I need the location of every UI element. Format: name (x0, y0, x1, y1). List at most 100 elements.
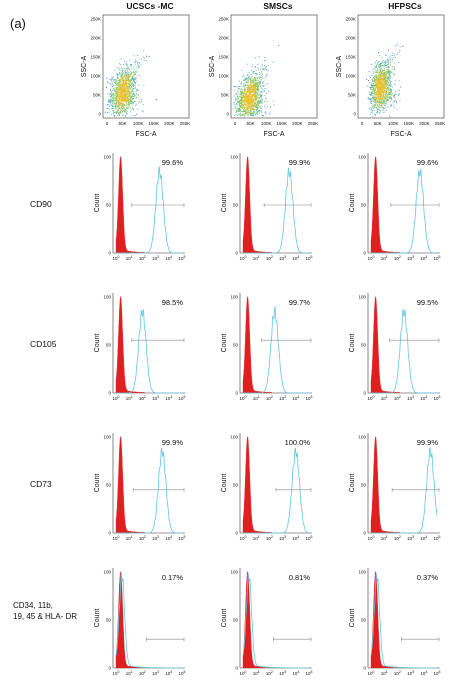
tick-base: 10 (434, 396, 440, 401)
y-tick-label: 100 (358, 155, 366, 160)
y-tick-label: 50 (361, 343, 367, 348)
tick-exponent: 5 (311, 255, 313, 259)
tick-exponent: 2 (271, 255, 273, 259)
x-tick-label: 102 (139, 670, 146, 676)
tick-base: 10 (306, 536, 312, 541)
scatter-density (236, 64, 266, 117)
isotype-histogram (370, 156, 400, 254)
y-axis-label: SSC-A (336, 55, 343, 77)
x-tick-label: 103 (279, 255, 286, 261)
tick-base: 10 (420, 671, 426, 676)
tick-exponent: 4 (170, 670, 172, 674)
tick-base: 10 (292, 256, 298, 261)
x-tick-label: 105 (306, 535, 313, 541)
tick-base: 10 (407, 671, 413, 676)
y-tick-label: 250K (218, 17, 229, 22)
tick-exponent: 2 (144, 395, 146, 399)
x-tick-label: 104 (292, 395, 299, 401)
y-tick-label: 0 (108, 391, 111, 396)
y-tick-label: 100 (230, 570, 238, 575)
y-axis-label: Count (221, 609, 228, 628)
percentage: 99.5% (417, 298, 439, 307)
tick-exponent: 5 (439, 255, 441, 259)
percentage: 98.5% (162, 298, 184, 307)
tick-base: 10 (368, 536, 374, 541)
x-tick-label: 104 (165, 395, 172, 401)
percentage: 99.9% (289, 158, 311, 167)
y-tick-label: 100K (345, 74, 356, 79)
tick-base: 10 (368, 256, 374, 261)
tick-base: 10 (394, 396, 400, 401)
tick-exponent: 0 (373, 255, 375, 259)
percentage: 0.17% (162, 573, 184, 582)
tick-base: 10 (126, 536, 132, 541)
tick-exponent: 2 (271, 395, 273, 399)
y-tick-label: 50 (361, 203, 367, 208)
y-tick-label: 50K (93, 93, 101, 98)
row-label: CD34, 11b, 19, 45 & HLA- DR (13, 601, 77, 621)
tick-base: 10 (240, 536, 246, 541)
y-tick-label: 150K (218, 55, 229, 60)
x-tick-label: 101 (381, 395, 388, 401)
tick-exponent: 1 (131, 395, 133, 399)
tick-base: 10 (152, 396, 158, 401)
tick-base: 10 (139, 396, 145, 401)
sample-histogram (243, 447, 309, 534)
sample-histogram (242, 573, 309, 669)
x-tick-label: 101 (253, 535, 260, 541)
x-tick-label: 50K (119, 121, 127, 126)
x-tick-label: 102 (266, 535, 273, 541)
isotype-histogram (242, 436, 272, 534)
tick-base: 10 (253, 396, 259, 401)
y-tick-label: 200K (345, 36, 356, 41)
x-tick-label: 100 (240, 670, 247, 676)
tick-base: 10 (179, 396, 185, 401)
tick-exponent: 2 (271, 535, 273, 539)
tick-base: 10 (253, 536, 259, 541)
percentage: 100.0% (285, 438, 311, 447)
tick-exponent: 0 (245, 255, 247, 259)
x-tick-label: 150K (277, 121, 288, 126)
tick-base: 10 (394, 671, 400, 676)
tick-exponent: 4 (170, 395, 172, 399)
x-tick-label: 150K (404, 121, 415, 126)
row-label: CD73 (30, 479, 52, 489)
tick-base: 10 (381, 671, 387, 676)
y-tick-label: 100 (103, 570, 111, 575)
scatter-density (374, 69, 389, 106)
sample-histogram (116, 165, 182, 254)
x-tick-label: 103 (407, 535, 414, 541)
sample-histogram (371, 447, 438, 534)
tick-exponent: 2 (399, 535, 401, 539)
x-tick-label: 103 (279, 670, 286, 676)
percentage: 0.81% (289, 573, 311, 582)
y-tick-label: 0 (353, 112, 356, 117)
y-tick-label: 50 (233, 618, 239, 623)
tick-base: 10 (368, 671, 374, 676)
tick-exponent: 1 (386, 395, 388, 399)
x-tick-label: 101 (126, 535, 133, 541)
x-tick-label: 0 (234, 121, 237, 126)
tick-exponent: 0 (118, 395, 120, 399)
column-title: HFPSCs (388, 1, 422, 11)
y-tick-label: 50 (233, 343, 239, 348)
tick-base: 10 (253, 256, 259, 261)
y-tick-label: 100 (103, 435, 111, 440)
x-axis-label: FSC-A (136, 131, 157, 138)
x-tick-label: 105 (306, 670, 313, 676)
tick-base: 10 (292, 671, 298, 676)
x-tick-label: 105 (434, 670, 441, 676)
tick-exponent: 4 (297, 395, 299, 399)
tick-exponent: 1 (131, 670, 133, 674)
sample-histogram (371, 309, 437, 394)
tick-exponent: 2 (144, 670, 146, 674)
tick-exponent: 3 (284, 255, 286, 259)
tick-exponent: 4 (425, 535, 427, 539)
tick-base: 10 (152, 536, 158, 541)
tick-base: 10 (381, 396, 387, 401)
x-tick-label: 101 (381, 255, 388, 261)
scatter-density (241, 78, 259, 115)
y-tick-label: 150K (345, 55, 356, 60)
y-axis-label: Count (94, 334, 101, 353)
